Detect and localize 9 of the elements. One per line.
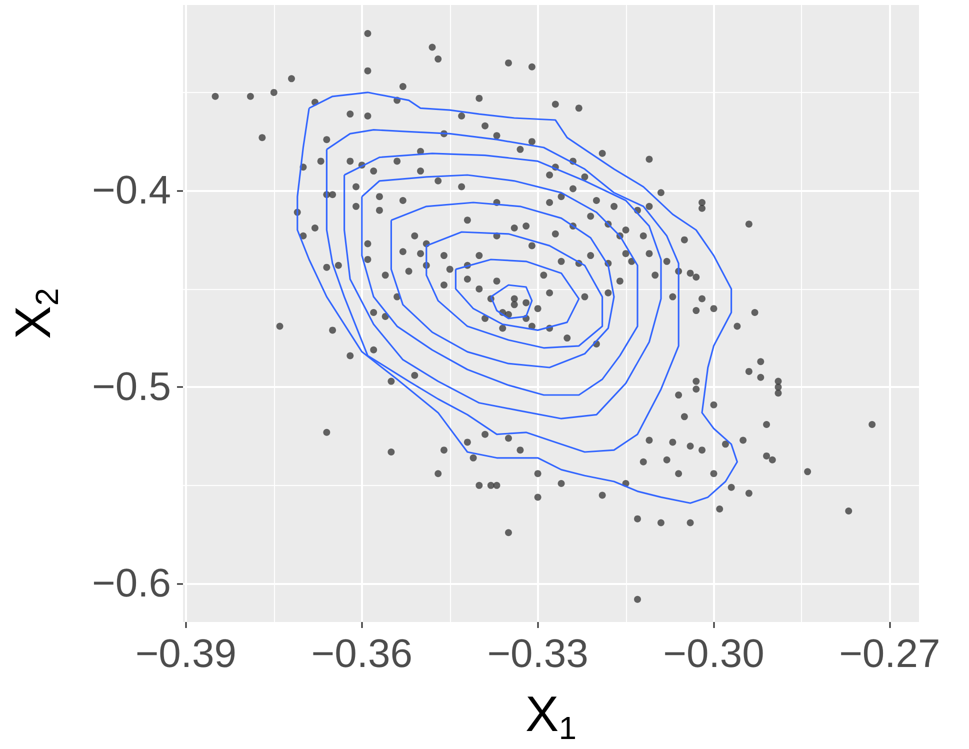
y-axis-title: X2 bbox=[5, 288, 65, 340]
y-tick-label: −0.5 bbox=[92, 365, 171, 410]
x-tick-label: −0.30 bbox=[663, 632, 764, 676]
x-tick-label: −0.33 bbox=[487, 632, 588, 676]
y-tick-label: −0.6 bbox=[92, 562, 171, 606]
x-tick-label: −0.36 bbox=[311, 632, 412, 676]
x-tick-label: −0.39 bbox=[135, 632, 237, 676]
x-tick-label: −0.27 bbox=[839, 632, 940, 676]
y-tick-label: −0.4 bbox=[92, 168, 171, 213]
